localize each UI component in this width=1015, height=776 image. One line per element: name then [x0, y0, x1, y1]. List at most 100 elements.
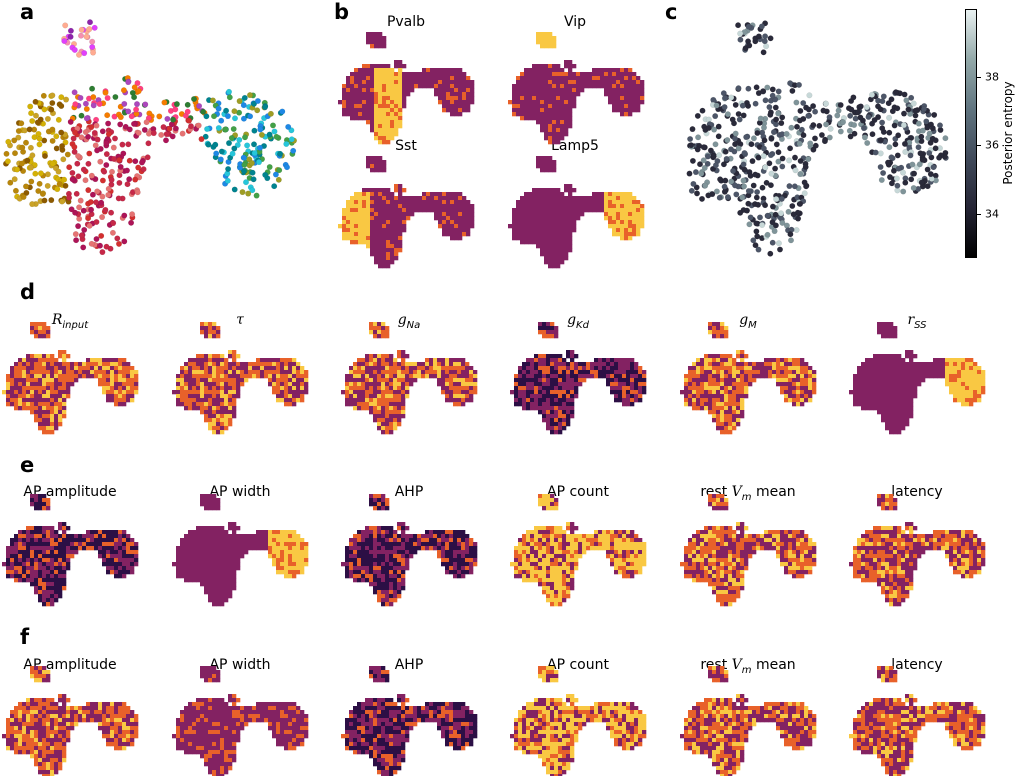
map-cell: [897, 362, 902, 367]
map-cell: [260, 362, 265, 367]
map-cell: [118, 394, 123, 399]
map-cell: [382, 168, 387, 173]
map-cell: [556, 136, 561, 141]
map-cell: [604, 68, 609, 73]
cell-point: [786, 157, 793, 164]
map-cell: [284, 402, 289, 407]
map-cell: [544, 100, 549, 105]
map-cell: [620, 108, 625, 113]
map-cell: [413, 378, 418, 383]
map-cell: [518, 366, 523, 371]
map-cell: [520, 240, 525, 245]
map-cell: [465, 398, 470, 403]
map-cell: [350, 216, 355, 221]
cell-point: [927, 171, 934, 178]
map-cell: [550, 426, 555, 431]
map-cell: [58, 386, 63, 391]
map-cell: [102, 370, 107, 375]
cell-point: [135, 88, 142, 95]
map-cell: [804, 378, 809, 383]
map-cell: [454, 100, 459, 105]
cell-point: [196, 102, 203, 109]
map-cell: [176, 378, 181, 383]
map-cell: [126, 362, 131, 367]
map-cell: [370, 168, 375, 173]
map-cell: [520, 196, 525, 201]
map-cell: [560, 224, 565, 229]
map-cell: [398, 248, 403, 253]
map-cell: [196, 366, 201, 371]
map-cell: [362, 228, 367, 233]
map-cell: [422, 84, 427, 89]
cell-point: [807, 140, 814, 147]
map-cell: [398, 236, 403, 241]
map-cell: [14, 406, 19, 411]
map-cell: [46, 390, 51, 395]
map-cell: [98, 378, 103, 383]
map-cell: [584, 76, 589, 81]
map-cell: [540, 96, 545, 101]
map-cell: [905, 350, 910, 355]
map-cell: [550, 418, 555, 423]
cell-point: [91, 129, 98, 136]
cell-point: [62, 182, 69, 189]
cell-point: [861, 134, 868, 141]
map-cell: [512, 104, 517, 109]
colorbar-tick-label: 34: [985, 207, 999, 221]
map-cell: [548, 232, 553, 237]
map-cell: [118, 382, 123, 387]
map-cell: [612, 100, 617, 105]
map-cell: [788, 378, 793, 383]
map-cell: [873, 358, 878, 363]
map-cell: [390, 116, 395, 121]
map-cell: [434, 196, 439, 201]
map-cell: [564, 120, 569, 125]
map-cell: [381, 326, 386, 331]
cell-point: [761, 38, 768, 45]
map-cell: [684, 382, 689, 387]
map-cell: [624, 112, 629, 117]
map-cell: [390, 248, 395, 253]
map-cell: [534, 362, 539, 367]
map-cell: [556, 244, 561, 249]
map-cell: [34, 326, 39, 331]
map-cell: [390, 196, 395, 201]
cell-point: [877, 163, 884, 170]
map-cell: [704, 406, 709, 411]
map-cell: [728, 378, 733, 383]
map-cell: [192, 370, 197, 375]
cell-point: [908, 176, 915, 183]
map-cell: [608, 100, 613, 105]
map-cell: [913, 354, 918, 359]
map-cell: [42, 366, 47, 371]
map-cell: [405, 378, 410, 383]
map-cell: [200, 402, 205, 407]
map-cell: [732, 406, 737, 411]
map-cell: [540, 208, 545, 213]
map-cell: [34, 406, 39, 411]
map-cell: [708, 322, 713, 327]
cell-point: [812, 108, 819, 115]
map-cell: [126, 398, 131, 403]
cell-point: [739, 194, 746, 201]
cell-point: [715, 123, 722, 130]
map-cell: [18, 402, 23, 407]
map-cell: [532, 76, 537, 81]
map-cell: [296, 366, 301, 371]
map-cell: [700, 370, 705, 375]
map-cell: [532, 240, 537, 245]
map-cell: [26, 402, 31, 407]
map-cell: [893, 358, 898, 363]
map-cell: [38, 326, 43, 331]
map-cell: [430, 68, 435, 73]
map-cell: [401, 414, 406, 419]
map-cell: [208, 426, 213, 431]
colorbar-tick: [977, 145, 981, 147]
map-cell: [534, 398, 539, 403]
map-cell: [50, 402, 55, 407]
map-cell: [454, 208, 459, 213]
map-cell: [454, 92, 459, 97]
map-cell: [580, 200, 585, 205]
cell-point: [67, 27, 74, 34]
map-cell: [744, 378, 749, 383]
